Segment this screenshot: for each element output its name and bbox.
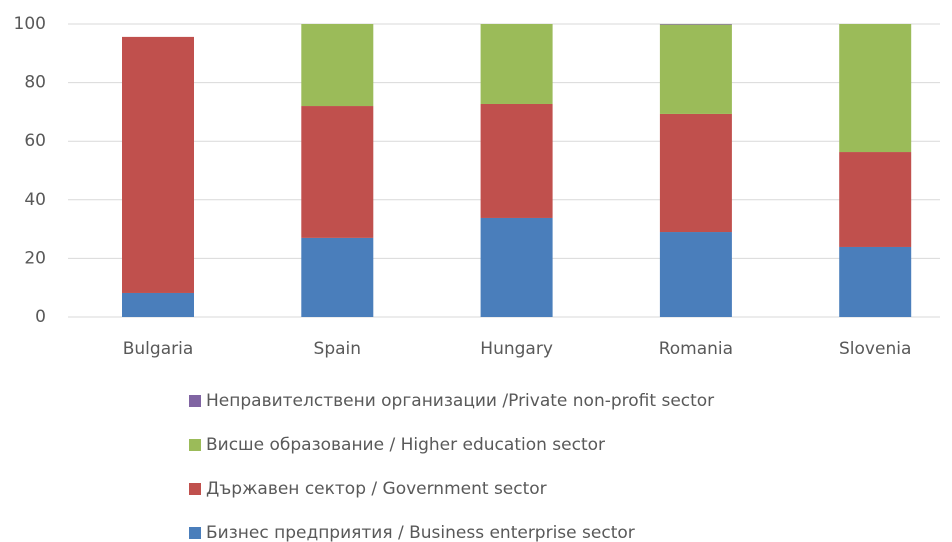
y-tick-label: 0 [35, 307, 46, 327]
legend-label: Висше образование / Higher education sec… [206, 435, 605, 455]
bar-segment [301, 106, 374, 238]
legend-label: Неправителствени организации /Private no… [206, 391, 714, 411]
bar-segment [480, 217, 553, 317]
bar-segment [659, 24, 732, 114]
bar-segment [301, 237, 374, 317]
y-tick-label: 40 [24, 190, 46, 210]
bar-segment [480, 103, 553, 218]
x-tick-label: Spain [314, 339, 362, 359]
legend-swatch [189, 395, 201, 407]
legend-swatch [189, 483, 201, 495]
bar-segment [122, 36, 194, 293]
bar-segment [659, 232, 732, 317]
y-tick-label: 20 [24, 248, 46, 268]
legend-swatch [189, 439, 201, 451]
x-tick-label: Hungary [480, 339, 553, 359]
y-tick-label: 60 [24, 131, 46, 151]
y-tick-label: 80 [24, 73, 46, 93]
bar-segment [839, 246, 912, 317]
legend-swatch [189, 527, 201, 539]
legend-label: Държавен сектор / Government sector [206, 479, 547, 499]
bar-segment [839, 24, 912, 153]
bar-segment [839, 152, 912, 247]
bar-segment [659, 24, 732, 25]
bar-segment [301, 24, 374, 107]
x-tick-label: Slovenia [839, 339, 911, 359]
x-tick-label: Romania [659, 339, 733, 359]
bar-segment [122, 292, 194, 317]
legend-label: Бизнес предприятия / Business enterprise… [206, 523, 635, 542]
bar-segment [480, 24, 553, 104]
bar-segment [659, 113, 732, 233]
y-tick-label: 100 [14, 14, 46, 34]
x-tick-label: Bulgaria [123, 339, 194, 359]
